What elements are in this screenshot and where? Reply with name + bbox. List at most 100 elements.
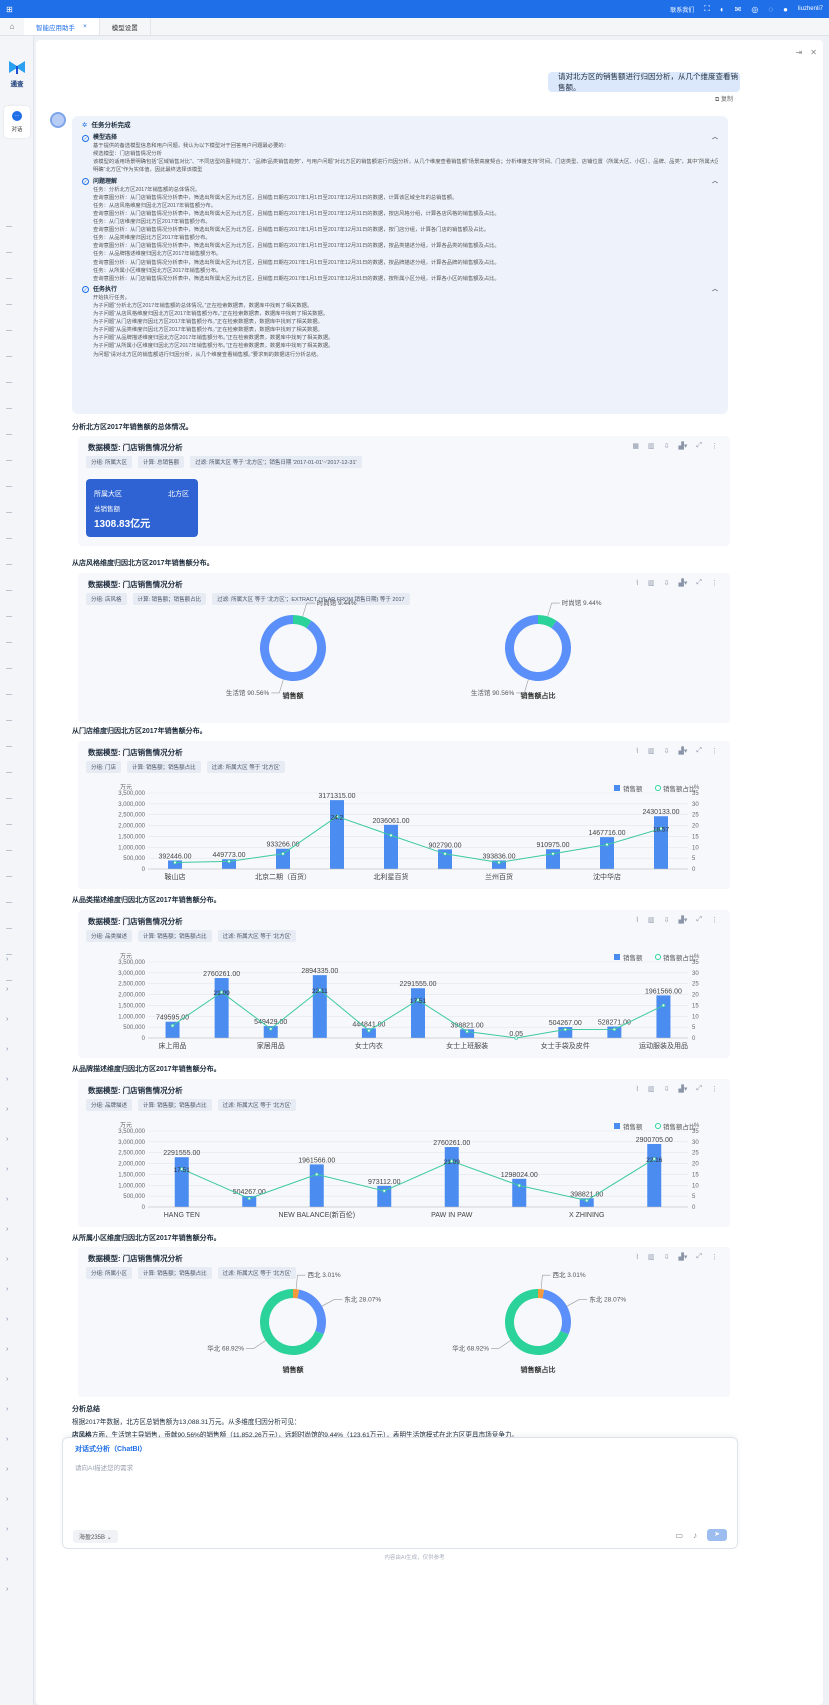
- more-icon[interactable]: ⋮: [711, 1254, 718, 1261]
- download-icon[interactable]: ⇩: [663, 1086, 670, 1093]
- rail-expand-icon[interactable]: ›: [6, 1196, 9, 1203]
- task-line: 任务：从品牌描述维度归因北方区2017年销售额分布。: [93, 251, 222, 258]
- x-tick-label: 女士手袋及皮件: [541, 1041, 590, 1050]
- avatar[interactable]: ●: [783, 4, 788, 14]
- expand-icon[interactable]: ⤢: [696, 747, 702, 754]
- chevron-up-icon[interactable]: ︿: [711, 178, 718, 185]
- line-chart-icon[interactable]: ⌇: [635, 1254, 639, 1261]
- fullscreen-icon[interactable]: ⛶: [704, 4, 710, 13]
- rail-expand-icon[interactable]: ›: [6, 1436, 9, 1443]
- tab-model-settings[interactable]: 模型设置: [100, 18, 151, 35]
- task-section-header[interactable]: ✓ 模型选择 ︿: [82, 134, 718, 142]
- table-icon[interactable]: ▦: [632, 443, 639, 450]
- rail-marker: [6, 902, 12, 903]
- expand-icon[interactable]: ⤢: [696, 442, 702, 449]
- expand-icon[interactable]: ⤢: [696, 1085, 702, 1092]
- download-icon[interactable]: ⇩: [663, 580, 670, 587]
- username[interactable]: liuzhenli7: [797, 6, 823, 12]
- rail-expand-icon[interactable]: ›: [6, 1466, 9, 1473]
- more-icon[interactable]: ⋮: [711, 580, 718, 587]
- expand-icon[interactable]: ⤢: [696, 916, 702, 923]
- app-grid-icon[interactable]: ⊞: [6, 4, 13, 14]
- download-icon[interactable]: ⇩: [663, 917, 670, 924]
- chart-icon[interactable]: ▥: [647, 1086, 655, 1093]
- chart-type-icon[interactable]: ▟▾: [678, 917, 688, 924]
- bar: [330, 800, 344, 869]
- send-button[interactable]: ➤: [707, 1529, 727, 1541]
- rail-expand-icon[interactable]: ›: [6, 1406, 9, 1413]
- model-select[interactable]: 海盈235B ⌄: [73, 1530, 118, 1543]
- close-panel-icon[interactable]: ✕: [810, 48, 817, 57]
- chart-icon[interactable]: ▥: [647, 917, 655, 924]
- y2-tick-label: 0: [692, 1036, 696, 1042]
- rail-marker: [6, 252, 12, 253]
- close-icon[interactable]: ×: [83, 23, 87, 30]
- contact-link[interactable]: 联系我们: [670, 7, 695, 14]
- rail-expand-icon[interactable]: ›: [6, 956, 9, 963]
- chart-type-icon[interactable]: ▟▾: [678, 443, 688, 450]
- rail-expand-icon[interactable]: ›: [6, 1556, 9, 1563]
- copy-button[interactable]: ⧉ 复制: [715, 97, 733, 103]
- rail-expand-icon[interactable]: ›: [6, 1316, 9, 1323]
- task-line: 为子问题“分析北方区2017年销售额的总体情况。”正在检索数据表，数据库中找到了…: [93, 302, 313, 309]
- pct-point: [497, 860, 501, 865]
- chart-type-icon[interactable]: ▟▾: [678, 1254, 688, 1261]
- expand-icon[interactable]: ⤢: [696, 1253, 702, 1260]
- rail-expand-icon[interactable]: ›: [6, 1346, 9, 1353]
- chart-type-icon[interactable]: ▟▾: [678, 580, 688, 587]
- notification-icon[interactable]: ◌: [768, 4, 774, 14]
- rail-expand-icon[interactable]: ›: [6, 1016, 9, 1023]
- rail-expand-icon[interactable]: ›: [6, 1046, 9, 1053]
- more-icon[interactable]: ⋮: [711, 1086, 718, 1093]
- task-section-header[interactable]: ✓ 问题理解 ︿: [82, 178, 718, 186]
- download-icon[interactable]: ⇩: [663, 443, 670, 450]
- rail-expand-icon[interactable]: ›: [6, 986, 9, 993]
- rail-expand-icon[interactable]: ›: [6, 1166, 9, 1173]
- more-icon[interactable]: ⋮: [711, 748, 718, 755]
- chat-nav-item[interactable]: ··· 对话: [4, 106, 30, 138]
- chart-icon[interactable]: ▥: [647, 580, 655, 587]
- chart-type-icon[interactable]: ▟▾: [678, 1086, 688, 1093]
- pct-point: [652, 1157, 657, 1161]
- chat-input[interactable]: 请向AI描述您的需求: [75, 1465, 134, 1472]
- mail-icon[interactable]: ✉: [734, 4, 742, 14]
- x-tick-label: 兰州百货: [485, 872, 513, 881]
- line-chart-icon[interactable]: ⌇: [635, 917, 639, 924]
- rail-expand-icon[interactable]: ›: [6, 1496, 9, 1503]
- chart-legend: 销售额 销售额占比: [614, 784, 696, 793]
- mode-label[interactable]: 对话式分析（ChatBI）: [75, 1446, 147, 1453]
- home-icon[interactable]: ⌂: [9, 22, 15, 31]
- rail-expand-icon[interactable]: ›: [6, 1106, 9, 1113]
- chart-icon[interactable]: ▥: [647, 748, 655, 755]
- rail-expand-icon[interactable]: ›: [6, 1076, 9, 1083]
- rail-expand-icon[interactable]: ›: [6, 1256, 9, 1263]
- rail-expand-icon[interactable]: ›: [6, 1136, 9, 1143]
- dock-icon[interactable]: ⇥: [795, 48, 803, 57]
- expand-icon[interactable]: ⤢: [696, 579, 702, 586]
- download-icon[interactable]: ⇩: [663, 1254, 670, 1261]
- chevron-up-icon[interactable]: ︿: [711, 135, 718, 142]
- rail-expand-icon[interactable]: ›: [6, 1226, 9, 1233]
- rail-expand-icon[interactable]: ›: [6, 1376, 9, 1383]
- chart-type-icon[interactable]: ▟▾: [678, 748, 688, 755]
- check-icon[interactable]: ◎: [751, 4, 759, 14]
- folder-icon[interactable]: ▭: [675, 1530, 683, 1540]
- chat-input-box[interactable]: 对话式分析（ChatBI） 请向AI描述您的需求 海盈235B ⌄ ▭ ♪ ➤: [62, 1437, 738, 1549]
- chart-icon[interactable]: ▥: [647, 1254, 655, 1261]
- rail-expand-icon[interactable]: ›: [6, 1286, 9, 1293]
- mic-icon[interactable]: ♪: [693, 1530, 697, 1540]
- chart-icon[interactable]: ▥: [647, 443, 655, 450]
- legend-swatch-bar: [614, 785, 620, 791]
- line-chart-icon[interactable]: ⌇: [635, 580, 639, 587]
- line-chart-icon[interactable]: ⌇: [635, 1086, 639, 1093]
- tab-assistant[interactable]: 智能应用助手 ×: [24, 18, 100, 35]
- chevron-up-icon[interactable]: ︿: [711, 286, 718, 293]
- more-icon[interactable]: ⋮: [711, 443, 718, 450]
- download-icon[interactable]: ⇩: [663, 748, 670, 755]
- line-chart-icon[interactable]: ⌇: [635, 748, 639, 755]
- theme-icon[interactable]: ◐: [719, 4, 725, 14]
- rail-expand-icon[interactable]: ›: [6, 1586, 9, 1593]
- more-icon[interactable]: ⋮: [711, 917, 718, 924]
- rail-expand-icon[interactable]: ›: [6, 1526, 9, 1533]
- task-section-header[interactable]: ✓ 任务执行 ︿: [82, 286, 718, 294]
